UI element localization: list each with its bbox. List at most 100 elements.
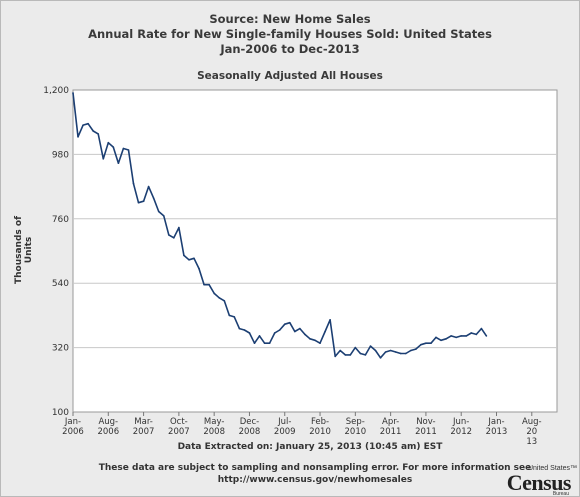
data-point <box>369 345 372 347</box>
logo-main-text: Census <box>506 470 572 495</box>
data-point <box>409 349 412 352</box>
data-point <box>273 332 276 334</box>
data-point <box>268 342 271 345</box>
data-point <box>399 352 402 355</box>
census-bureau-logo: United States™ Census Bureau <box>507 465 577 497</box>
x-tick-label: Jan-2013 <box>486 417 508 437</box>
data-point <box>137 201 140 204</box>
data-point <box>102 157 105 160</box>
data-point <box>193 257 195 260</box>
data-point <box>208 283 210 286</box>
data-point <box>314 339 316 342</box>
x-tick-label: May-2008 <box>203 417 225 437</box>
header-source-title: Source: New Home Sales <box>209 12 371 26</box>
data-point <box>354 346 357 349</box>
data-point <box>389 349 392 352</box>
data-point <box>238 327 241 330</box>
data-point <box>127 149 130 151</box>
x-tick-label: Aug-2006 <box>97 417 119 437</box>
data-point <box>183 254 185 257</box>
data-point <box>243 329 246 331</box>
y-tick-label: 760 <box>52 215 69 225</box>
data-point <box>379 357 382 359</box>
data-point <box>97 133 100 135</box>
y-tick-label: 320 <box>52 344 69 354</box>
data-point <box>248 332 251 334</box>
data-point <box>122 147 125 150</box>
x-tick-label: Feb-2010 <box>309 417 331 437</box>
x-tick-label: Jul-2009 <box>274 417 296 437</box>
data-point <box>334 355 336 358</box>
data-point <box>450 335 452 337</box>
data-point <box>288 321 291 324</box>
data-point <box>87 122 89 125</box>
data-point <box>470 332 473 334</box>
data-point <box>223 299 226 302</box>
census-url-link[interactable]: http://www.census.gov/newhomesales <box>217 475 413 485</box>
data-point <box>258 335 261 337</box>
data-point <box>132 182 135 185</box>
x-tick-label: Oct-2007 <box>168 417 190 437</box>
data-point <box>420 343 422 346</box>
data-point <box>465 335 468 337</box>
data-point <box>77 136 79 138</box>
data-point <box>117 162 120 164</box>
data-point <box>167 234 170 236</box>
data-point <box>178 226 180 229</box>
data-point <box>152 197 155 200</box>
data-point <box>425 342 427 345</box>
data-point <box>344 354 347 356</box>
data-point <box>218 297 221 299</box>
data-point <box>157 210 160 213</box>
header-date-range: Jan-2006 to Dec-2013 <box>220 42 360 56</box>
x-tick-label: Apr-2011 <box>380 417 402 437</box>
data-point <box>324 330 326 333</box>
logo-sub-text: Bureau <box>552 491 569 497</box>
y-tick-label: 540 <box>52 279 69 289</box>
data-point <box>374 349 377 352</box>
data-point <box>173 237 175 239</box>
data-point <box>349 354 352 356</box>
data-point <box>304 333 306 336</box>
data-point <box>147 185 150 188</box>
data-point <box>435 336 437 339</box>
x-tick-label: Sep-2010 <box>345 417 367 437</box>
data-point <box>92 130 94 132</box>
data-point <box>339 349 342 352</box>
data-point <box>263 342 266 345</box>
data-point <box>283 323 286 325</box>
data-point <box>82 124 84 126</box>
data-point <box>142 200 145 203</box>
data-point <box>445 338 447 340</box>
data-point <box>213 292 215 295</box>
data-point <box>415 348 417 350</box>
data-point <box>430 342 432 345</box>
data-point <box>475 333 478 336</box>
x-tick-label: Nov-2011 <box>415 417 437 437</box>
plot-area <box>72 89 558 413</box>
logo-top-text: United States™ <box>527 465 577 472</box>
header-series-title: Annual Rate for New Single-family Houses… <box>88 27 492 41</box>
data-point <box>278 329 281 331</box>
data-point <box>162 215 165 217</box>
data-point <box>404 352 407 355</box>
x-tick-label: Jun-2012 <box>450 417 472 437</box>
data-point <box>480 327 483 330</box>
data-extracted-note: Data Extracted on: January 25, 2013 (10:… <box>177 442 443 452</box>
data-point <box>294 330 296 333</box>
data-point <box>440 339 442 342</box>
data-point <box>485 335 488 337</box>
y-tick-label: 980 <box>52 150 69 160</box>
data-point <box>228 314 231 317</box>
data-point <box>203 283 205 286</box>
x-tick-label: Mar-2007 <box>133 417 155 437</box>
data-point <box>364 354 367 356</box>
data-point <box>460 335 463 337</box>
chart-title: Seasonally Adjusted All Houses <box>197 70 383 82</box>
x-tick-label: Dec-2008 <box>239 417 261 437</box>
data-point <box>309 338 311 340</box>
data-point <box>299 327 301 330</box>
x-tick-label: Jan-2006 <box>62 417 84 437</box>
data-point <box>112 146 115 148</box>
